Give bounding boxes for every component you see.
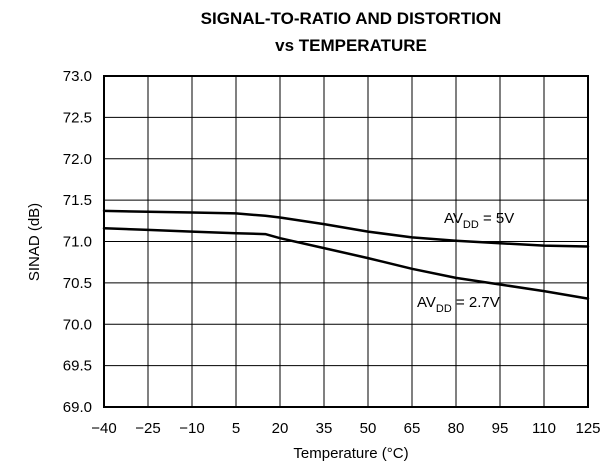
series-line-5v <box>102 209 590 248</box>
y-tick-label: 73.0 <box>63 68 92 85</box>
y-tick-labels: 73.0 72.5 72.0 71.5 71.0 70.5 70.0 69.5 69.0 <box>63 68 92 416</box>
y-axis-label: SINAD (dB) <box>26 203 43 281</box>
chart-title-line1: SIGNAL-TO-RATIO AND DISTORTION <box>201 9 502 28</box>
y-tick-label: 71.0 <box>63 234 92 251</box>
x-axis-label: Temperature (°C) <box>293 445 408 462</box>
x-tick-label: −40 <box>91 420 116 437</box>
series-2v7-annotation-rest: = 2.7V <box>452 294 500 311</box>
series-5v-annotation-rest: = 5V <box>479 210 514 227</box>
x-tick-label: 50 <box>360 420 377 437</box>
x-tick-label: 110 <box>532 420 556 437</box>
x-tick-label: 80 <box>448 420 465 437</box>
x-tick-label: 125 <box>575 420 600 437</box>
y-tick-label: 69.5 <box>63 358 92 375</box>
y-tick-label: 72.5 <box>63 109 92 126</box>
y-tick-label: 71.5 <box>63 192 92 209</box>
x-tick-labels: −40 −25 −10 5 20 35 50 65 80 95 110 125 <box>91 420 600 437</box>
x-tick-label: 5 <box>232 420 240 437</box>
x-tick-label: −10 <box>179 420 204 437</box>
series-5v-annotation: AVDD = 5V <box>444 210 514 231</box>
series-5v-annotation-main: AV <box>444 210 463 227</box>
plot-frame <box>103 75 589 408</box>
y-tick-label: 70.5 <box>63 275 92 292</box>
x-tick-label: 65 <box>404 420 421 437</box>
series-5v-annotation-sub: DD <box>463 219 479 231</box>
grid <box>104 76 588 407</box>
y-tick-label: 69.0 <box>63 399 92 416</box>
x-tick-label: −25 <box>135 420 160 437</box>
x-tick-label: 20 <box>272 420 289 437</box>
y-tick-label: 70.0 <box>63 316 92 333</box>
x-tick-label: 95 <box>492 420 509 437</box>
y-tick-label: 72.0 <box>63 151 92 168</box>
series-2v7-annotation: AVDD = 2.7V <box>417 294 500 315</box>
series-lines <box>102 209 590 300</box>
series-2v7-annotation-sub: DD <box>436 303 452 315</box>
series-2v7-annotation-main: AV <box>417 294 436 311</box>
x-tick-label: 35 <box>316 420 333 437</box>
series-line-2v7 <box>102 227 590 300</box>
chart-title-line2: vs TEMPERATURE <box>275 36 427 55</box>
